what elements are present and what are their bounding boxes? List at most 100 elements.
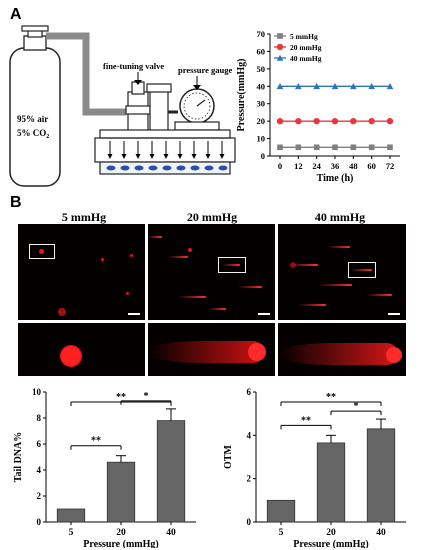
legend-label: 20 mmHg [290, 43, 322, 52]
data-point-triangle [350, 82, 357, 90]
y-tick-label: 4 [247, 430, 252, 440]
flow-arrow-head [135, 154, 141, 159]
flow-arrow-head [163, 154, 169, 159]
data-point-circle [350, 117, 357, 125]
data-point-triangle [295, 82, 302, 90]
y-axis-label: Tail DNA% [13, 432, 24, 482]
culture-dish [176, 165, 186, 171]
data-point-square [295, 144, 302, 151]
data-point-circle [331, 117, 339, 125]
data-point-triangle [368, 82, 375, 90]
data-point-circle [295, 117, 302, 125]
y-tick-label: 60 [257, 46, 266, 56]
data-point-triangle [313, 82, 320, 90]
scale-bar [258, 313, 270, 315]
bar-5 [56, 508, 86, 523]
legend-label: 40 mmHg [290, 54, 322, 63]
zoom-40mmhg [278, 323, 406, 376]
scale-bar [128, 313, 140, 315]
zoom-20mmhg [148, 323, 275, 376]
condition-label-20: 20 mmHg [186, 210, 238, 224]
cylinder-valve [23, 35, 47, 51]
x-axis-label: Pressure (mmHg) [83, 539, 158, 548]
micrograph-5mmhg [18, 224, 145, 320]
y-tick-label: 10 [257, 134, 266, 144]
panel-a-letter: A [10, 6, 22, 23]
y-tick-label: 50 [257, 64, 266, 74]
x-tick-label: 20 [326, 528, 336, 538]
y-tick-label: 2 [247, 474, 252, 484]
y-tick-label: 20 [257, 116, 266, 126]
data-point-circle [276, 117, 284, 125]
significance-label: ** [326, 392, 336, 403]
significance-label: * [354, 401, 359, 412]
x-tick-label: 24 [312, 161, 321, 171]
series-20-mmhg [276, 117, 394, 125]
chamber-lid [99, 129, 231, 139]
x-tick-label: 40 [166, 528, 176, 538]
bar-20 [106, 461, 136, 523]
cylinder-label-1: 95% air [17, 114, 48, 124]
y-tick-label: 40 [257, 81, 266, 91]
culture-dish [190, 165, 200, 171]
gas-flow-arrows [107, 141, 225, 159]
flow-arrow-head [219, 154, 225, 159]
y-tick-label: 8 [37, 413, 42, 423]
x-tick-label: 40 [376, 528, 386, 538]
panel-b-letter: B [10, 194, 22, 211]
y-tick-label: 6 [37, 439, 42, 449]
y-tick-label: 70 [257, 29, 266, 39]
micrograph-20mmhg [148, 224, 275, 320]
y-axis-label: OTM [223, 444, 234, 468]
data-point-circle [313, 117, 320, 125]
micrograph-40mmhg [278, 224, 406, 320]
bar-40 [156, 420, 186, 523]
culture-dish [218, 165, 228, 171]
x-axis-label: Pressure (mmHg) [293, 539, 368, 548]
significance-label: * [144, 391, 149, 402]
significance-label: ** [116, 392, 126, 403]
zoom-box [218, 257, 246, 273]
culture-dish [134, 165, 144, 171]
data-point-circle [276, 43, 284, 51]
chamber [94, 137, 236, 163]
x-tick-label: 12 [294, 161, 303, 171]
data-point-square [332, 144, 338, 151]
flow-arrow-head [149, 154, 155, 159]
x-axis-label: Time (h) [317, 173, 354, 184]
significance-label: ** [301, 415, 311, 426]
gauge-label: pressure gauge [178, 65, 232, 75]
data-point-square [277, 33, 283, 39]
data-point-circle [386, 117, 394, 125]
zoom-box [348, 262, 376, 278]
data-point-triangle [276, 54, 284, 61]
condition-label-40: 40 mmHg [314, 210, 366, 224]
flow-arrow-head [121, 154, 127, 159]
pressure-time-chart: 0 10 20 30 40 50 60 70 0 12 24 36 48 60 72 Time (h) Pres… [236, 29, 400, 184]
x-tick-label: 48 [349, 161, 358, 171]
data-point-square [387, 144, 393, 151]
condition-label-5: 5 mmHg [61, 210, 107, 224]
culture-dish [148, 165, 158, 171]
bar-20 [316, 442, 346, 523]
zoom-5mmhg [18, 323, 145, 376]
y-axis-label: Pressure(mmHg) [236, 59, 247, 132]
flow-arrow-head [191, 154, 197, 159]
series-40-mmhg [276, 82, 394, 90]
data-point-circle [368, 117, 375, 125]
gas-tube [46, 32, 126, 116]
x-tick-label: 60 [367, 161, 376, 171]
bar-5 [266, 499, 296, 523]
x-tick-label: 20 [116, 528, 126, 538]
y-tick-label: 4 [37, 465, 42, 475]
y-tick-label: 0 [261, 151, 265, 161]
y-tick-label: 2 [37, 491, 42, 501]
scale-bar [388, 313, 400, 315]
data-point-triangle [276, 82, 284, 90]
culture-dish [106, 165, 116, 171]
zoom-box [29, 244, 55, 259]
culture-dish [204, 165, 214, 171]
